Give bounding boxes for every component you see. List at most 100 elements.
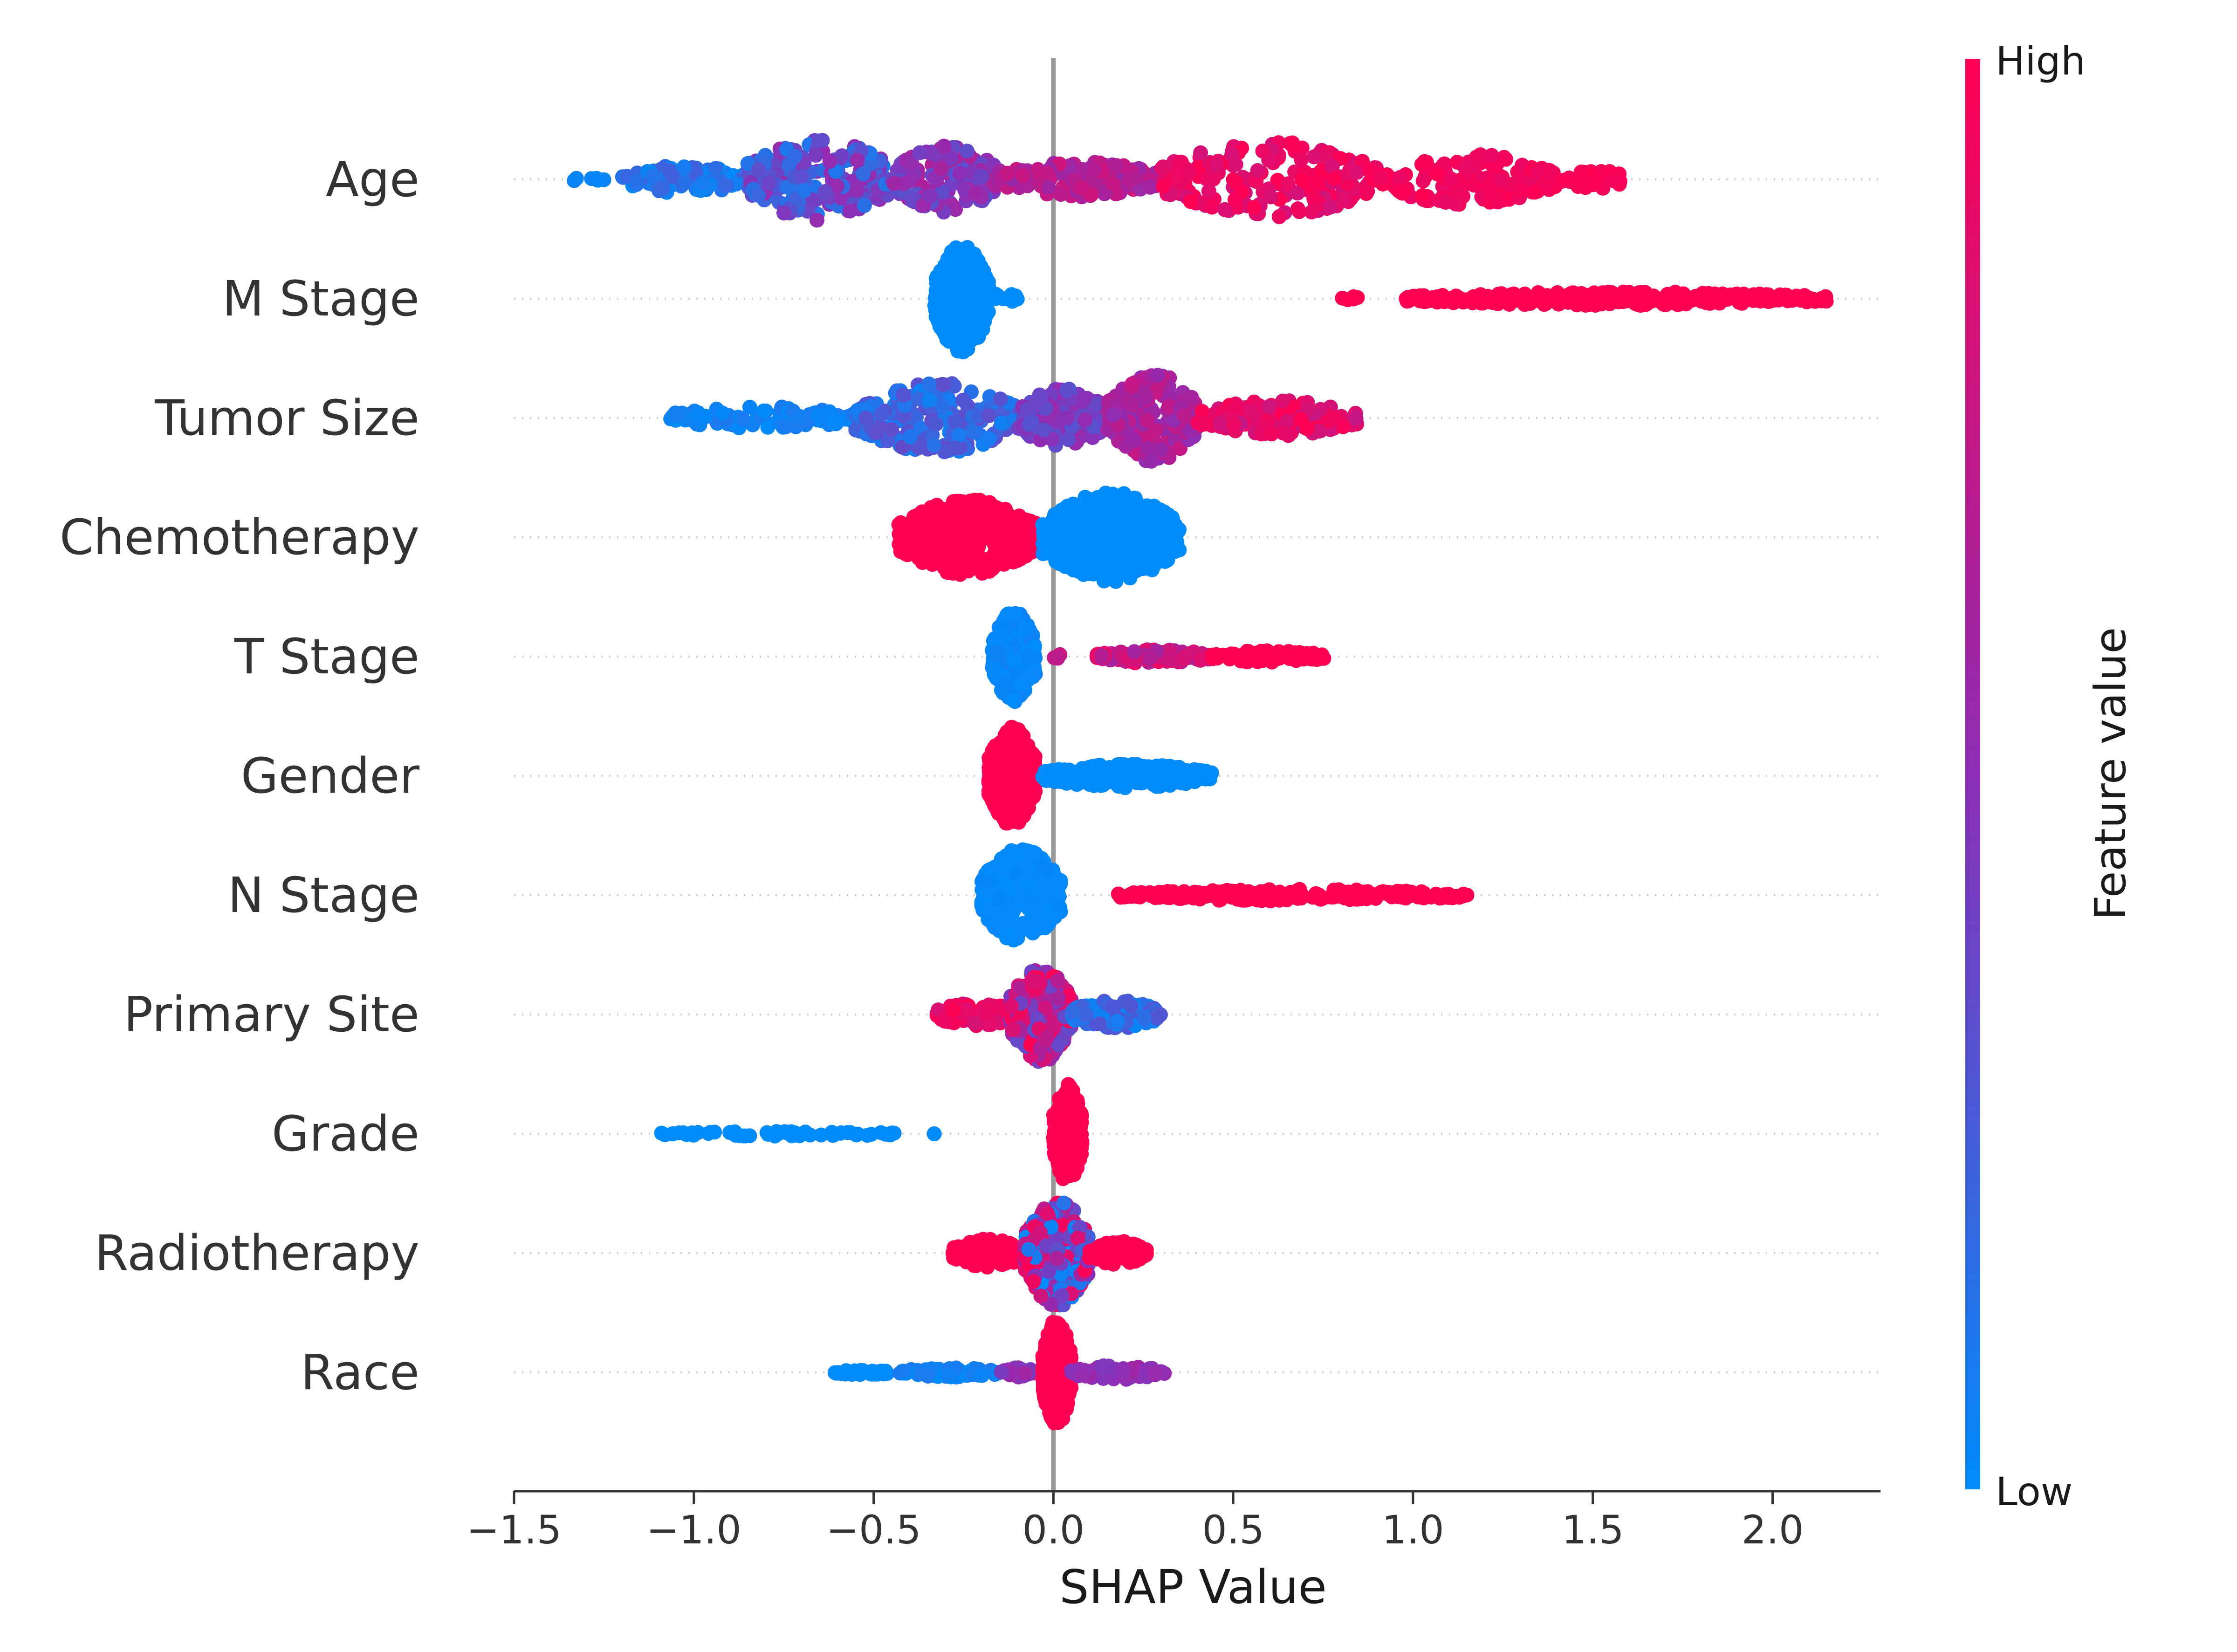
shap-point (992, 891, 1007, 906)
shap-point (953, 531, 968, 546)
shap-point (1182, 166, 1197, 181)
shap-point (1111, 538, 1126, 553)
shap-point (1127, 433, 1142, 448)
shap-point (1360, 184, 1375, 199)
shap-point (1799, 290, 1814, 305)
shap-point (1772, 288, 1787, 302)
shap-point (921, 377, 936, 391)
shap-point (988, 859, 1003, 874)
shap-point (1090, 559, 1105, 574)
shap-point (928, 299, 943, 314)
shap-point (589, 171, 604, 186)
shap-point (1034, 920, 1049, 935)
shap-point (1053, 187, 1068, 202)
shap-point (792, 409, 807, 424)
shap-point (1335, 291, 1350, 306)
shap-point (1638, 292, 1653, 307)
shap-point (1243, 404, 1258, 418)
shap-point (1484, 148, 1499, 163)
shap-point (1171, 542, 1186, 556)
shap-point (858, 411, 873, 425)
shap-point (1143, 180, 1158, 195)
shap-point (1327, 171, 1342, 186)
shap-point (981, 784, 996, 799)
shap-point (762, 176, 776, 191)
shap-point (1050, 651, 1065, 666)
shap-point (1586, 177, 1601, 192)
shap-point (997, 768, 1012, 782)
shap-point (629, 173, 644, 188)
shap-point (993, 631, 1008, 645)
shap-point (968, 186, 983, 201)
shap-point (1205, 648, 1220, 663)
shap-point (959, 331, 974, 346)
shap-point (1458, 160, 1473, 175)
shap-point (719, 178, 734, 193)
shap-point (1076, 524, 1091, 539)
shap-point (1228, 399, 1243, 414)
shap-point (1282, 647, 1297, 662)
shap-point (1143, 651, 1158, 665)
shap-point (1102, 763, 1117, 778)
shap-point (1060, 499, 1075, 514)
shap-point (756, 404, 771, 418)
shap-point (1077, 559, 1091, 574)
shap-point (1306, 192, 1321, 206)
shap-point (1180, 769, 1195, 784)
shap-point (929, 417, 944, 432)
shap-point (1162, 652, 1177, 667)
shap-point (989, 500, 1004, 515)
shap-point (1206, 171, 1221, 186)
shap-point (677, 159, 692, 174)
shap-point (1198, 417, 1213, 432)
shap-point (1490, 296, 1505, 311)
shap-point (1026, 847, 1041, 862)
shap-point (909, 508, 924, 523)
shap-point (1026, 667, 1041, 682)
shap-point (952, 287, 967, 302)
shap-point (1262, 399, 1277, 414)
shap-point (662, 163, 677, 178)
shap-point (815, 133, 830, 148)
shap-point (1008, 866, 1022, 881)
shap-point (1127, 171, 1142, 186)
shap-point (1132, 498, 1147, 513)
shap-point (695, 175, 710, 190)
shap-point (1022, 787, 1037, 802)
shap-point (856, 166, 871, 181)
shap-point (874, 407, 889, 422)
shap-point (1049, 766, 1064, 781)
shap-point (797, 183, 812, 198)
shap-point (677, 176, 692, 191)
shap-point (1327, 411, 1342, 425)
shap-point (1483, 181, 1498, 196)
shap-point (1080, 507, 1095, 522)
shap-point (1293, 412, 1308, 427)
shap-point (1036, 536, 1050, 551)
shap-point (1294, 152, 1309, 167)
shap-point (1615, 294, 1630, 309)
shap-point (1301, 649, 1316, 664)
shap-point (810, 213, 824, 228)
shap-point (1040, 166, 1055, 181)
shap-point (1006, 653, 1021, 668)
shap-point (1290, 185, 1305, 200)
shap-point (1285, 136, 1300, 151)
shap-point (1228, 157, 1243, 172)
shap-point (698, 409, 713, 424)
shap-point (1094, 648, 1109, 663)
shap-point (1255, 644, 1270, 659)
shap-point (926, 438, 941, 452)
shap-point (997, 753, 1012, 768)
shap-point (1193, 145, 1208, 160)
shap-point (1177, 408, 1192, 423)
shap-point (903, 429, 918, 444)
shap-point (994, 919, 1009, 933)
shap-point (1467, 178, 1482, 192)
shap-point (1263, 190, 1278, 205)
shap-point (1226, 418, 1241, 432)
shap-point (1160, 759, 1175, 774)
shap-point (1349, 411, 1364, 426)
shap-point (1012, 516, 1027, 531)
shap-point (1064, 513, 1078, 528)
